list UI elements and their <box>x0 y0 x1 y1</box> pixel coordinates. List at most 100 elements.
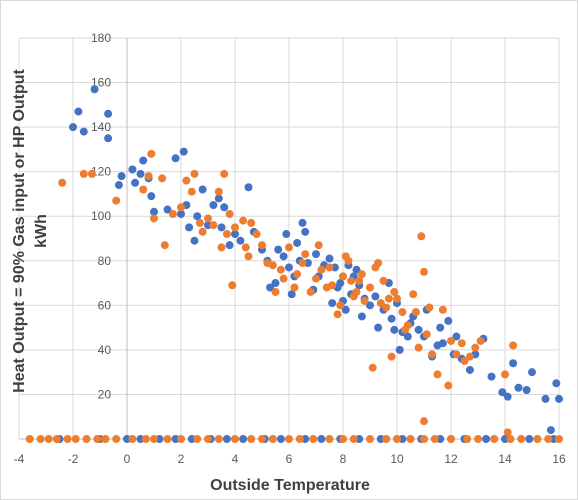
data-point-series-2 <box>158 174 167 183</box>
data-point-series-2 <box>268 435 277 443</box>
x-tick-label: 14 <box>498 452 512 466</box>
data-points <box>25 85 563 443</box>
data-point-series-2 <box>177 435 185 443</box>
data-point-series-1 <box>465 365 474 374</box>
data-point-series-1 <box>185 223 194 232</box>
data-point-series-2 <box>258 241 266 250</box>
data-point-series-1 <box>498 388 507 397</box>
data-point-series-2 <box>503 428 512 437</box>
data-point-series-1 <box>276 435 285 443</box>
x-tick-label: 10 <box>390 452 404 466</box>
y-tick-label: 120 <box>91 165 111 179</box>
data-point-series-2 <box>225 209 234 218</box>
data-point-series-1 <box>244 183 253 192</box>
gridlines <box>18 37 560 440</box>
y-tick-label: 60 <box>98 298 112 312</box>
data-point-series-2 <box>147 149 156 158</box>
data-point-series-1 <box>366 301 374 310</box>
x-tick-label: 6 <box>286 452 293 466</box>
data-point-series-2 <box>244 252 253 261</box>
data-point-series-1 <box>104 109 113 118</box>
data-point-series-2 <box>411 308 420 317</box>
x-axis-title: Outside Temperature <box>210 477 370 494</box>
x-tick-label: -2 <box>68 452 79 466</box>
data-point-series-2 <box>220 169 229 178</box>
data-point-series-2 <box>128 435 137 443</box>
data-point-series-2 <box>187 187 196 196</box>
data-point-series-2 <box>247 218 256 227</box>
data-point-series-1 <box>209 201 218 210</box>
data-point-series-2 <box>52 435 61 443</box>
data-point-series-2 <box>360 296 369 305</box>
data-point-series-2 <box>452 350 461 359</box>
data-point-series-1 <box>220 203 229 212</box>
data-point-series-2 <box>231 223 239 232</box>
data-point-series-2 <box>63 435 72 443</box>
data-point-series-2 <box>420 435 428 443</box>
data-point-series-1 <box>214 194 223 203</box>
data-point-series-2 <box>79 169 88 178</box>
data-point-series-1 <box>147 192 156 201</box>
data-point-series-2 <box>44 435 53 443</box>
data-point-series-2 <box>168 209 177 218</box>
data-point-series-2 <box>406 435 415 443</box>
x-tick-label: 8 <box>340 452 347 466</box>
data-point-series-2 <box>293 270 302 279</box>
data-point-series-1 <box>104 134 113 143</box>
data-point-series-2 <box>198 227 207 236</box>
data-point-series-1 <box>171 154 180 163</box>
data-point-series-1 <box>177 209 185 218</box>
data-point-series-2 <box>533 435 542 443</box>
data-point-series-2 <box>501 370 509 379</box>
data-point-series-2 <box>177 203 185 212</box>
data-point-series-1 <box>279 252 288 261</box>
data-point-series-2 <box>425 303 434 312</box>
data-point-series-1 <box>239 435 248 443</box>
data-point-series-1 <box>312 250 320 259</box>
data-point-series-1 <box>179 147 188 156</box>
data-point-series-1 <box>487 372 496 381</box>
data-point-series-2 <box>312 274 320 283</box>
data-point-series-1 <box>136 169 145 178</box>
data-point-series-1 <box>552 379 561 388</box>
data-point-series-2 <box>333 310 342 319</box>
data-point-series-1 <box>438 339 447 348</box>
data-point-series-2 <box>160 241 169 250</box>
data-point-series-2 <box>357 270 366 279</box>
data-point-series-2 <box>349 435 358 443</box>
data-point-series-2 <box>268 261 277 270</box>
data-point-series-2 <box>403 321 412 330</box>
data-point-series-2 <box>376 299 385 308</box>
data-point-series-2 <box>271 287 280 296</box>
data-point-series-1 <box>222 435 231 443</box>
data-point-series-2 <box>490 435 499 443</box>
data-point-series-2 <box>438 305 447 314</box>
data-point-series-2 <box>163 435 172 443</box>
data-point-series-2 <box>457 339 466 348</box>
data-point-series-2 <box>139 185 148 194</box>
data-point-series-2 <box>368 363 377 372</box>
data-point-series-2 <box>71 435 80 443</box>
data-point-series-2 <box>374 259 383 268</box>
data-point-series-2 <box>317 265 326 274</box>
data-point-series-2 <box>414 343 423 352</box>
data-point-series-2 <box>58 178 67 187</box>
data-point-series-2 <box>465 352 474 361</box>
data-point-series-1 <box>341 305 350 314</box>
data-point-series-2 <box>195 218 204 227</box>
data-point-series-2 <box>393 435 401 443</box>
data-point-series-1 <box>414 325 423 334</box>
data-point-series-2 <box>279 274 288 283</box>
data-point-series-1 <box>403 332 412 341</box>
data-point-series-2 <box>366 283 374 292</box>
data-point-series-1 <box>390 325 399 334</box>
data-point-series-1 <box>352 265 361 274</box>
x-tick-label: 12 <box>444 452 458 466</box>
data-point-series-2 <box>471 343 480 352</box>
data-point-series-1 <box>74 107 83 116</box>
data-point-series-1 <box>150 207 158 216</box>
data-point-series-2 <box>204 214 212 223</box>
data-point-series-2 <box>182 176 191 185</box>
